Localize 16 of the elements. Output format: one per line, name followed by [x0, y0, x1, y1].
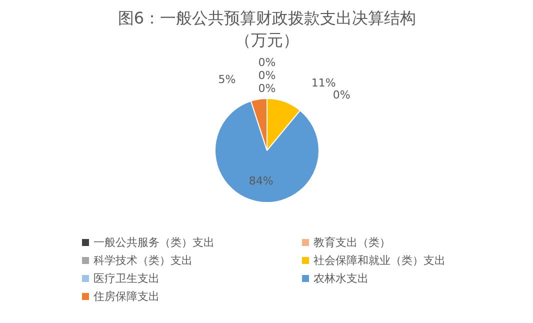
text: 0%	[332, 88, 350, 102]
legend-label: 医疗卫生支出	[94, 272, 160, 285]
text: 0%	[258, 56, 276, 69]
legend-label: 住房保障支出	[94, 290, 160, 303]
legend-label: 社会保障和就业（类）支出	[314, 254, 446, 267]
chart-subtitle: （万元）	[235, 30, 299, 50]
data-label: 84%	[248, 174, 274, 188]
legend-label: 教育支出（类）	[314, 236, 390, 249]
chart-title: 图6：一般公共预算财政拨款支出决算结构	[118, 8, 416, 28]
legend-label: 一般公共服务（类）支出	[94, 236, 214, 249]
data-label: 5%	[218, 72, 236, 86]
legend-label: 农林水支出	[314, 272, 368, 285]
data-label: 11%	[311, 76, 336, 90]
text: 0%	[258, 69, 276, 82]
legend-label: 科学技术（类）支出	[94, 254, 192, 267]
text: 0%	[258, 82, 276, 95]
